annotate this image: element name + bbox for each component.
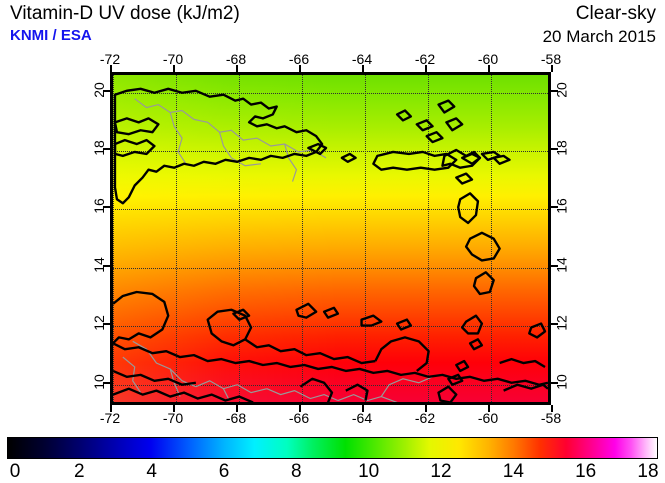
- colorbar-tick-label: 10: [358, 461, 380, 482]
- axis-tick: [551, 264, 558, 267]
- sky-condition-label: Clear-sky: [575, 3, 656, 24]
- date-label: 20 March 2015: [542, 27, 656, 46]
- axis-tick: [551, 147, 558, 150]
- axis-tick: [551, 381, 558, 384]
- gridline-vertical: [176, 75, 177, 402]
- axis-tick: [236, 65, 238, 72]
- axis-tick-label-y: 10: [554, 373, 570, 390]
- page-title: Vitamin-D UV dose (kJ/m2): [10, 3, 240, 24]
- axis-tick: [362, 405, 364, 412]
- axis-tick-label-x: -70: [162, 410, 184, 426]
- axis-tick-label-x: -62: [414, 51, 436, 67]
- axis-tick: [299, 405, 301, 412]
- axis-tick-label-x: -60: [477, 410, 499, 426]
- axis-tick-label-y: 16: [91, 198, 107, 215]
- axis-tick-label-x: -58: [540, 410, 562, 426]
- colorbar-container: 0 2 4 6 8 10 12 14 16 18: [7, 437, 659, 482]
- axis-tick: [551, 89, 558, 92]
- gridline-horizontal: [113, 326, 548, 328]
- axis-tick: [103, 206, 110, 209]
- gridline-horizontal: [113, 209, 548, 211]
- axis-tick-label-x: -70: [162, 51, 184, 67]
- axis-tick: [103, 323, 110, 326]
- axis-tick: [103, 89, 110, 92]
- axis-tick-label-x: -72: [99, 51, 121, 67]
- axis-tick: [551, 65, 553, 72]
- axis-tick: [551, 405, 553, 412]
- plot-frame: [110, 72, 551, 405]
- gridline-horizontal: [113, 150, 548, 152]
- axis-tick-label-x: -58: [540, 51, 562, 67]
- axis-tick: [551, 323, 558, 326]
- gridline-vertical: [239, 75, 240, 402]
- axis-tick-label-y: 12: [91, 315, 107, 331]
- axis-tick-label-x: -60: [477, 51, 499, 67]
- axis-tick: [299, 65, 301, 72]
- axis-tick-label-x: -72: [99, 410, 121, 426]
- axis-tick: [173, 405, 175, 412]
- axis-tick-label-y: 18: [554, 140, 570, 156]
- gridline-vertical: [113, 75, 114, 402]
- colorbar-tick-label: 16: [575, 461, 597, 482]
- colorbar-tick-label: 8: [291, 461, 302, 482]
- coastline-overlay: [113, 87, 548, 402]
- axis-tick-label-y: 10: [91, 373, 107, 390]
- colorbar-tick-label: 14: [502, 461, 524, 482]
- gridline-horizontal: [113, 92, 548, 94]
- coastlines: [113, 87, 548, 402]
- colorbar-tick-label: 18: [637, 461, 659, 482]
- axis-tick: [236, 405, 238, 412]
- colorbar-tick-label: 6: [218, 461, 230, 482]
- axis-tick: [103, 147, 110, 150]
- axis-tick-label-x: -68: [225, 51, 247, 67]
- axis-tick: [551, 206, 558, 209]
- data-source-label: KNMI / ESA: [10, 27, 92, 44]
- colorbar-tick-label: 2: [74, 461, 85, 482]
- axis-tick: [110, 65, 112, 72]
- internal-borders: [122, 98, 433, 402]
- axis-tick-label-x: -66: [288, 410, 310, 426]
- header: Vitamin-D UV dose (kJ/m2) KNMI / ESA Cle…: [0, 0, 665, 52]
- axis-tick: [362, 65, 364, 72]
- axis-tick-label-y: 12: [554, 315, 570, 331]
- axis-tick: [488, 65, 490, 72]
- axis-tick: [173, 65, 175, 72]
- axis-tick-label-y: 16: [554, 198, 570, 215]
- map-plot: -72 -72 -70 -70 -68 -68 -66 -66 -64 -64 -62 -62 -60 -…: [91, 51, 570, 426]
- axis-tick: [488, 405, 490, 412]
- colorbar-tick-label: 0: [9, 461, 21, 482]
- axis-tick: [110, 405, 112, 412]
- colorbar-tick-label: 4: [146, 461, 157, 482]
- gridline-vertical: [428, 75, 429, 402]
- axis-tick-label-x: -64: [351, 410, 373, 426]
- colorbar-tick-label: 12: [430, 461, 452, 482]
- axis-tick-label-y: 20: [554, 81, 570, 98]
- axis-tick-label-y: 14: [91, 256, 107, 273]
- gridline-vertical: [365, 75, 366, 402]
- axis-tick-label-y: 14: [554, 256, 570, 273]
- gridline-vertical: [302, 75, 303, 402]
- axis-tick-label-x: -62: [414, 410, 436, 426]
- colorbar-gradient: [7, 437, 658, 459]
- axis-tick-label-x: -66: [288, 51, 310, 67]
- axis-tick-label-x: -68: [225, 410, 247, 426]
- gridline-horizontal: [113, 267, 548, 269]
- axis-tick-label-y: 20: [91, 81, 107, 98]
- axis-tick: [103, 264, 110, 267]
- axis-tick: [103, 381, 110, 384]
- axis-tick-label-x: -64: [351, 51, 373, 67]
- gridline-horizontal: [113, 384, 548, 386]
- axis-tick: [425, 65, 427, 72]
- axis-tick-label-y: 18: [91, 140, 107, 156]
- axis-tick: [425, 405, 427, 412]
